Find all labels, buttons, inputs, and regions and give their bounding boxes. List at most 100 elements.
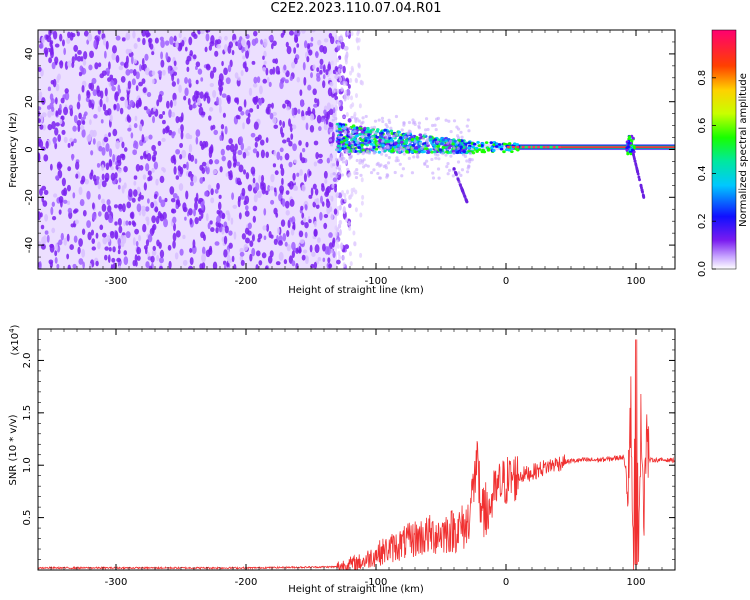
noise-blob — [130, 211, 135, 220]
noise-blob — [251, 233, 255, 242]
noise-blob — [301, 116, 306, 121]
noise-blob — [327, 257, 331, 264]
noise-blob — [243, 243, 249, 252]
noise-blob — [75, 173, 79, 179]
noise-blob — [276, 151, 281, 161]
noise-blob — [94, 62, 99, 70]
noise-blob — [160, 51, 164, 60]
noise-blob — [201, 202, 204, 211]
transition-cluster-dot — [404, 141, 409, 145]
noise-blob — [223, 235, 228, 245]
cluster-halo-dot — [411, 118, 415, 122]
noise-blob — [97, 62, 102, 68]
transition-cluster-dot — [366, 133, 371, 137]
noise-blob — [118, 136, 124, 143]
noise-blob — [297, 108, 301, 115]
noise-blob — [224, 35, 228, 41]
noise-blob — [195, 61, 201, 68]
noise-blob — [279, 155, 283, 161]
noise-blob — [134, 254, 138, 263]
noise-blob — [333, 208, 338, 215]
transition-cluster-dot — [467, 149, 471, 153]
transition-cluster-dot — [400, 140, 404, 144]
noise-blob — [324, 178, 328, 184]
noise-blob — [171, 132, 175, 139]
noise-blob — [131, 78, 136, 86]
noise-blob — [129, 69, 134, 74]
noise-blob — [71, 153, 74, 161]
noise-blob — [307, 106, 311, 115]
noise-blob — [263, 235, 267, 241]
noise-fringe-blob — [335, 71, 339, 77]
noise-blob — [178, 183, 184, 191]
noise-blob — [103, 136, 109, 143]
noise-blob — [326, 157, 331, 164]
noise-blob — [270, 173, 275, 183]
transition-cluster-dot — [357, 126, 362, 130]
noise-blob — [311, 30, 316, 33]
noise-blob — [228, 173, 233, 181]
noise-blob — [38, 261, 42, 269]
cluster-halo-dot — [434, 156, 438, 160]
noise-blob — [82, 209, 87, 217]
snr-x-label: Height of straight line (km) — [288, 584, 424, 595]
transition-cluster-dot — [457, 138, 462, 142]
noise-blob — [54, 56, 59, 64]
cluster-halo-dot — [361, 116, 365, 120]
noise-blob — [157, 140, 162, 146]
snr-series-line — [38, 339, 675, 570]
noise-blob — [77, 93, 81, 102]
noise-blob — [145, 206, 150, 212]
noise-fringe-blob — [343, 197, 347, 203]
cluster-halo-dot — [384, 123, 388, 127]
noise-blob — [323, 222, 328, 230]
noise-blob — [313, 229, 318, 237]
noise-blob — [258, 98, 263, 106]
noise-blob — [186, 66, 190, 73]
noise-blob — [125, 231, 131, 239]
noise-blob — [250, 132, 256, 138]
noise-blob — [185, 161, 189, 171]
noise-blob — [210, 227, 215, 233]
noise-blob — [64, 91, 70, 101]
noise-blob — [329, 81, 334, 87]
noise-blob — [332, 107, 336, 114]
cluster-halo-dot — [378, 164, 382, 168]
noise-blob — [145, 32, 151, 37]
snr-x-tick-label: 0 — [503, 577, 509, 588]
noise-blob — [212, 261, 218, 269]
noise-blob — [123, 165, 128, 173]
chart-title: C2E2.2023.110.07.04.R01 — [270, 1, 442, 16]
noise-blob — [172, 216, 177, 224]
transition-cluster-dot — [391, 148, 395, 152]
noise-blob — [102, 37, 106, 46]
noise-blob — [101, 203, 107, 212]
noise-blob — [252, 205, 258, 212]
spectrogram-y-tick-label: -20 — [24, 189, 35, 205]
noise-blob — [301, 254, 306, 261]
noise-blob — [295, 185, 299, 191]
noise-fringe-blob — [337, 157, 341, 163]
noise-fringe-blob — [329, 69, 333, 75]
noise-fringe-blob — [352, 187, 356, 193]
noise-blob — [173, 60, 177, 67]
cluster-halo-dot — [374, 131, 378, 135]
noise-blob — [146, 153, 152, 162]
noise-blob — [138, 123, 143, 132]
noise-blob — [97, 105, 102, 113]
noise-blob — [119, 153, 125, 159]
transition-cluster-dot — [392, 145, 397, 149]
noise-blob — [240, 70, 244, 77]
noise-blob — [302, 61, 306, 71]
noise-blob — [151, 51, 155, 56]
noise-blob — [242, 151, 247, 159]
noise-blob — [188, 143, 193, 153]
noise-blob — [281, 177, 284, 186]
noise-blob — [152, 115, 156, 124]
cluster-halo-dot — [370, 126, 374, 130]
noise-blob — [124, 99, 129, 109]
noise-fringe-blob — [350, 65, 354, 71]
noise-blob — [102, 237, 108, 245]
noise-blob — [322, 80, 326, 89]
noise-blob — [194, 217, 199, 225]
